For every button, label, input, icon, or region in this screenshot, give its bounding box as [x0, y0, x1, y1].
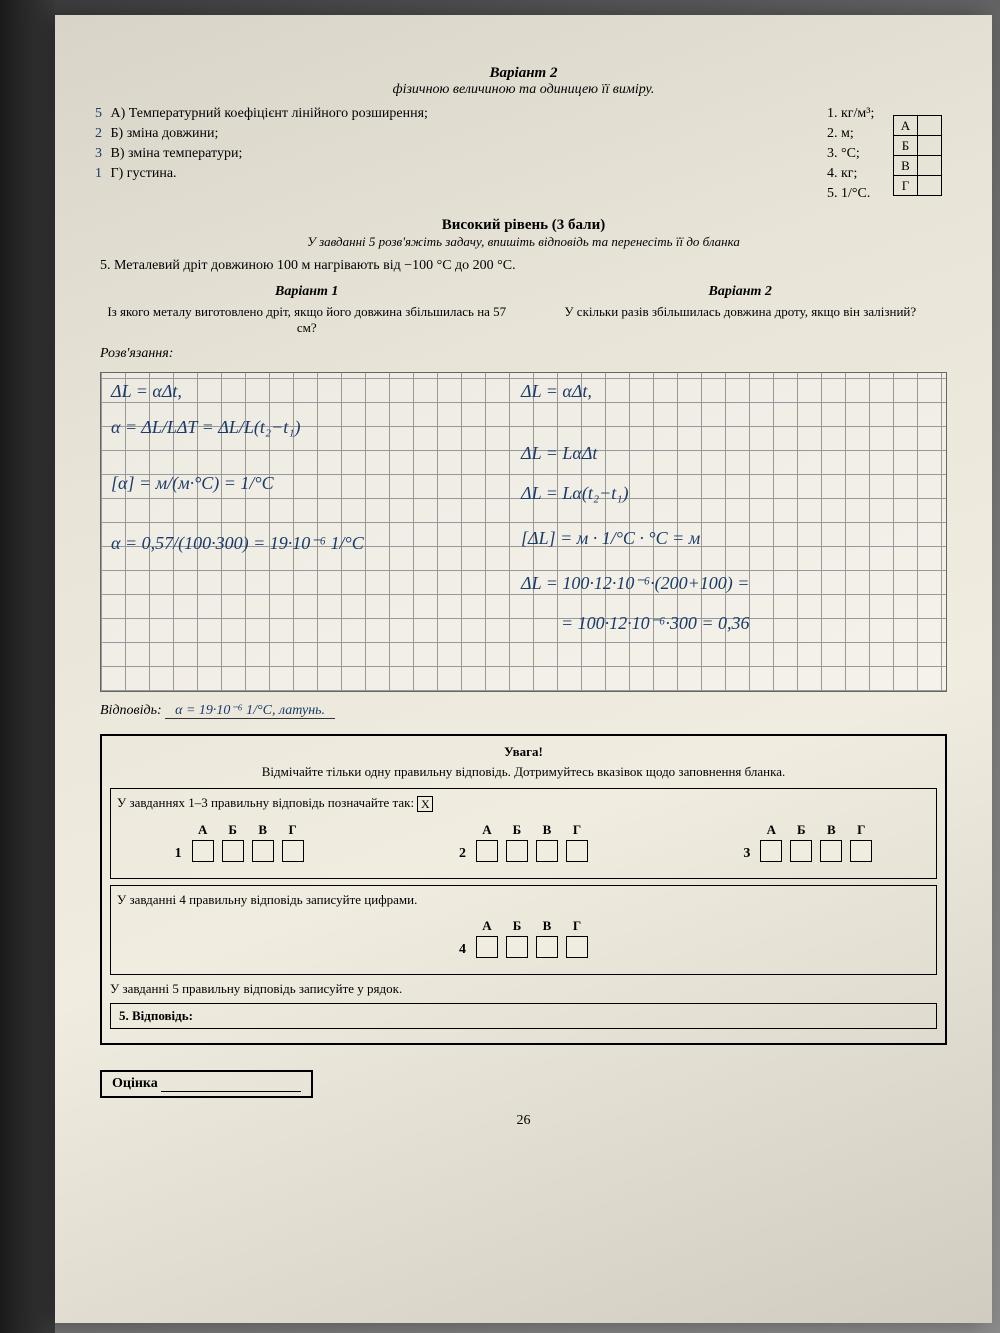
q4-b[interactable]	[506, 936, 528, 958]
variant-columns: Варіант 1 Із якого металу виготовлено др…	[100, 284, 947, 336]
hw-l4: α = 0,57/(100·300) = 19·10⁻⁶ 1/°С	[111, 533, 364, 554]
opt-b-letter: Б)	[111, 126, 124, 141]
q2-g[interactable]	[566, 840, 588, 862]
q3-v[interactable]	[820, 840, 842, 862]
q4-v[interactable]	[536, 936, 558, 958]
q1-v[interactable]	[252, 840, 274, 862]
q2-num: 2	[459, 846, 466, 862]
answer5-box[interactable]: 5. Відповідь:	[110, 1003, 937, 1029]
q2-v[interactable]	[536, 840, 558, 862]
q4-num: 4	[459, 942, 466, 958]
hw-r2: ΔL = LαΔt	[521, 443, 597, 464]
level-title: Високий рівень (3 бали)	[100, 217, 947, 234]
attention-title: Увага!	[110, 744, 937, 760]
hw-mark-v: 3	[95, 146, 102, 161]
q3-a[interactable]	[760, 840, 782, 862]
q1-g[interactable]	[282, 840, 304, 862]
attention-text: Відмічайте тільки одну правильну відпові…	[110, 764, 937, 780]
hw-r3: ΔL = Lα(t₂−t₁)	[521, 483, 629, 504]
opt-g-letter: Г)	[111, 166, 124, 181]
q1-b[interactable]	[222, 840, 244, 862]
hw-mark-b: 2	[95, 126, 102, 141]
variant-subtitle: фізичною величиною та одиницею її виміру…	[100, 82, 947, 98]
q3-num: 3	[743, 846, 750, 862]
instr-4-box: У завданні 4 правильну відповідь записуй…	[110, 885, 937, 975]
instr-5-text: У завданні 5 правильну відповідь записуй…	[110, 981, 937, 997]
book-spine	[0, 0, 55, 1333]
question-block: 5 А) Температурний коефіцієнт лінійного …	[100, 106, 947, 202]
solution-grid: ΔL = αΔt, α = ΔL/LΔT = ΔL/L(t₂−t₁) [α] =…	[100, 372, 947, 692]
q4-g[interactable]	[566, 936, 588, 958]
page-number: 26	[100, 1113, 947, 1129]
hw-mark-g: 1	[95, 166, 102, 181]
page-content: Варіант 2 фізичною величиною та одиницею…	[55, 15, 992, 1323]
grade-label: Оцінка	[112, 1076, 158, 1091]
solution-label: Розв'язання:	[100, 346, 947, 362]
problem-5: 5. Металевий дріт довжиною 100 м нагріва…	[100, 258, 947, 274]
grade-box: Оцінка	[100, 1070, 313, 1098]
cell-a: А	[894, 116, 918, 136]
opt-g-text: густина.	[127, 166, 177, 181]
cell-v: В	[894, 156, 918, 176]
hw-r6: = 100·12·10⁻⁶·300 = 0,36	[561, 613, 750, 634]
instr-13-box: У завданнях 1–3 правильну відповідь позн…	[110, 788, 937, 879]
opt-b-text: зміна довжини;	[127, 126, 219, 141]
choice-row-123: 1 А Б В Г 2 А Б В Г 3 А Б В	[117, 822, 930, 862]
opt-v-text: зміна температури;	[128, 146, 242, 161]
attention-box: Увага! Відмічайте тільки одну правильну …	[100, 734, 947, 1045]
q4-a[interactable]	[476, 936, 498, 958]
opt-a-text: Температурний коефіцієнт лінійного розши…	[129, 106, 428, 121]
q3-g[interactable]	[850, 840, 872, 862]
q1-num: 1	[175, 846, 182, 862]
hw-l2: α = ΔL/LΔT = ΔL/L(t₂−t₁)	[111, 417, 301, 438]
instr-13-text: У завданнях 1–3 правильну відповідь позн…	[117, 795, 930, 812]
cell-b: Б	[894, 136, 918, 156]
hw-l1: ΔL = αΔt,	[111, 381, 182, 402]
hw-l3: [α] = м/(м·°С) = 1/°С	[111, 473, 274, 494]
grade-line[interactable]	[161, 1091, 301, 1092]
variant-title: Варіант 2	[100, 65, 947, 82]
v2-text: У скільки разів збільшилась довжина дрот…	[534, 304, 948, 320]
answer-line: Відповідь: α = 19·10⁻⁶ 1/°С, латунь.	[100, 702, 947, 719]
hw-r4: [ΔL] = м · 1/°С · °С = м	[521, 528, 700, 549]
x-example: Х	[417, 796, 433, 812]
v1-title: Варіант 1	[100, 284, 514, 300]
opt-v-letter: В)	[111, 146, 125, 161]
level-instruction: У завданні 5 розв'яжіть задачу, впишіть …	[100, 234, 947, 250]
answer-label: Відповідь:	[100, 703, 162, 718]
v1-text: Із якого металу виготовлено дріт, якщо й…	[100, 304, 514, 336]
cell-g: Г	[894, 176, 918, 196]
q3-b[interactable]	[790, 840, 812, 862]
instr-4-text: У завданні 4 правильну відповідь записуй…	[117, 892, 930, 908]
q1-a[interactable]	[192, 840, 214, 862]
answer5-label: 5. Відповідь:	[119, 1008, 193, 1023]
hw-mark-a: 5	[95, 106, 102, 121]
v2-title: Варіант 2	[534, 284, 948, 300]
answer-handwriting: α = 19·10⁻⁶ 1/°С, латунь.	[165, 703, 335, 719]
hw-r1: ΔL = αΔt,	[521, 381, 592, 402]
q2-b[interactable]	[506, 840, 528, 862]
q2-a[interactable]	[476, 840, 498, 862]
hw-r5: ΔL = 100·12·10⁻⁶·(200+100) =	[521, 573, 749, 594]
opt-a-letter: А)	[111, 106, 126, 121]
answer-grid-abvg: А Б В Г	[893, 115, 942, 196]
